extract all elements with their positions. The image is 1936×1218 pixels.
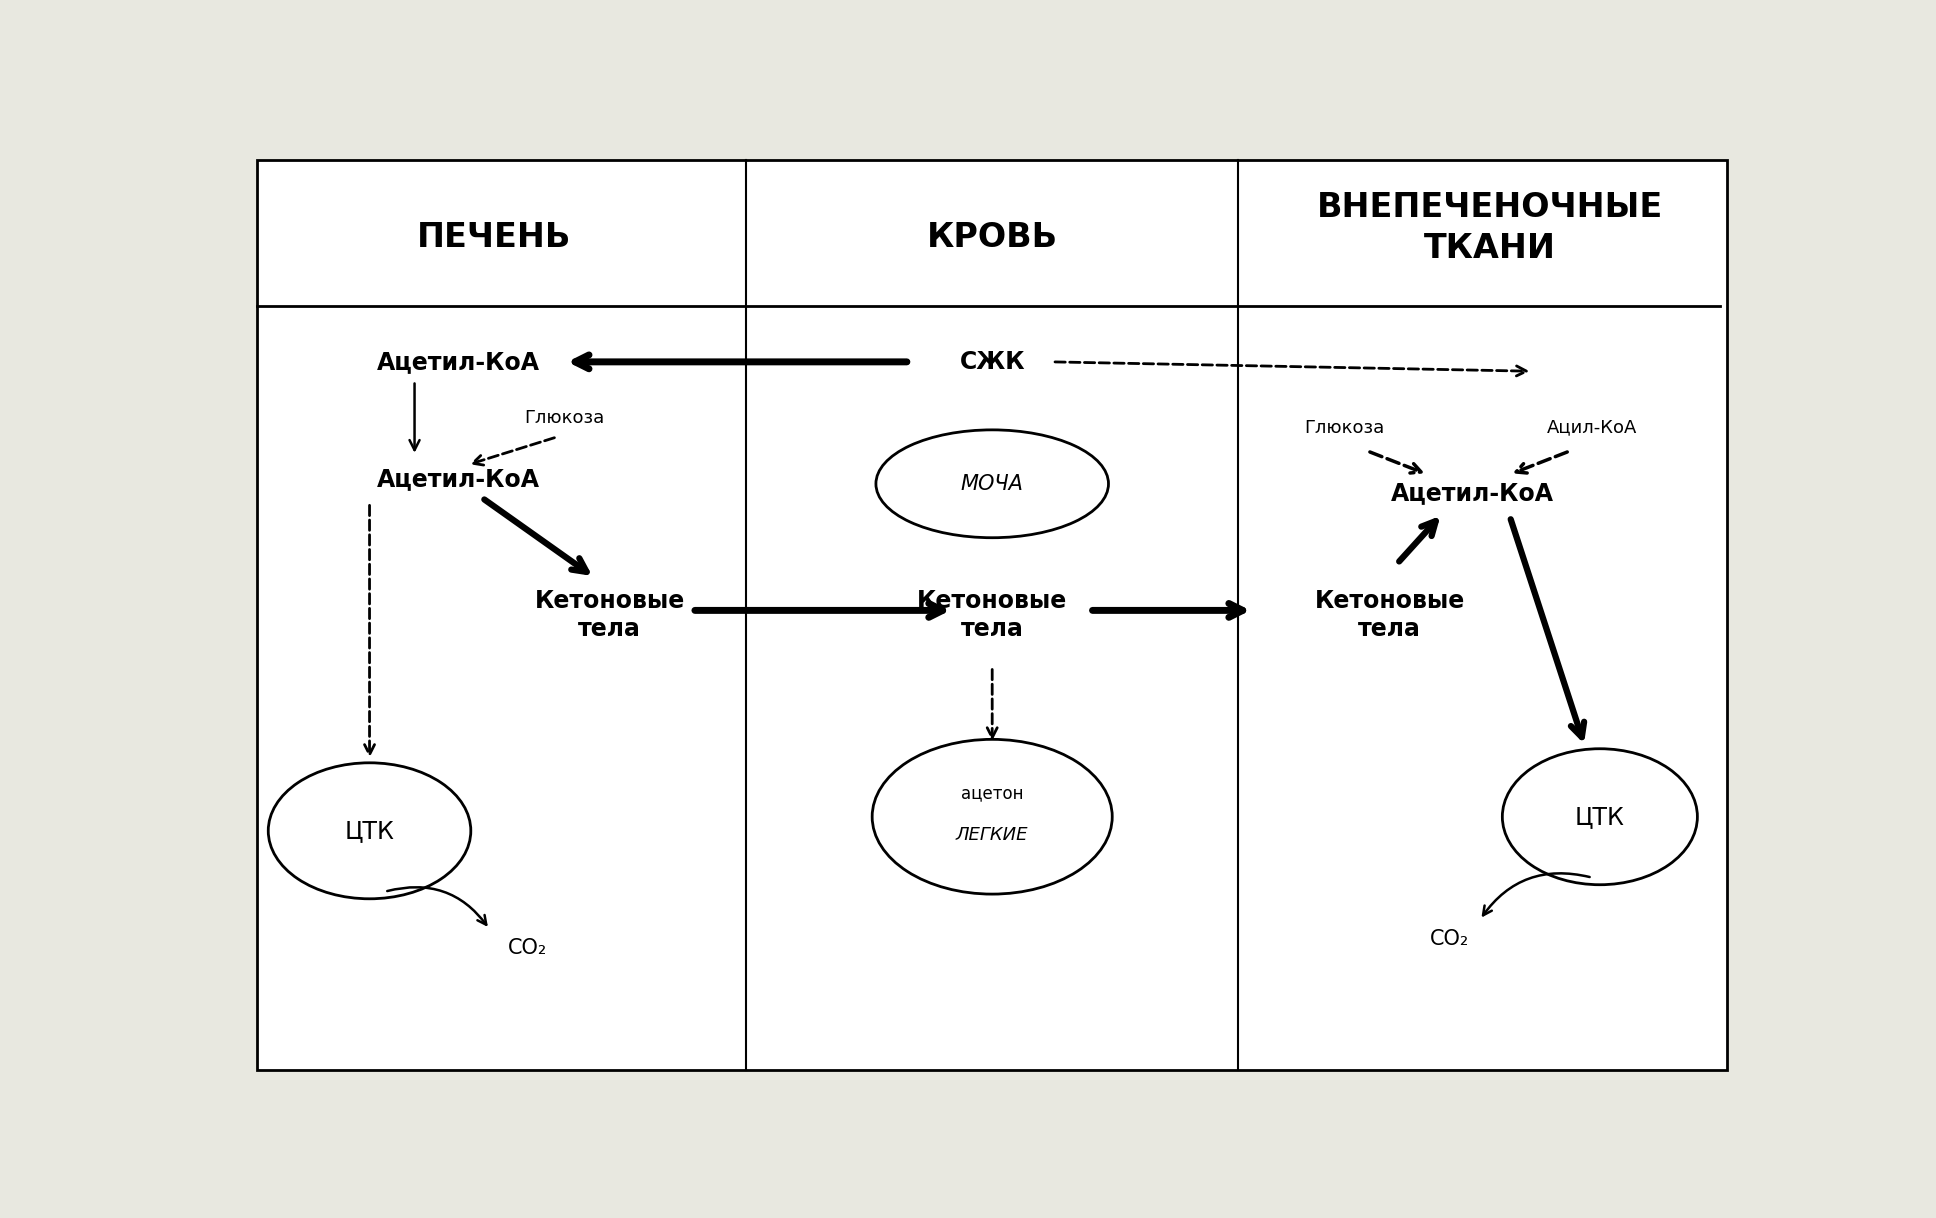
Ellipse shape: [269, 762, 470, 899]
Text: Ацетил-КоА: Ацетил-КоА: [378, 466, 540, 491]
Text: Ацил-КоА: Ацил-КоА: [1547, 419, 1638, 436]
Text: МОЧА: МОЧА: [960, 474, 1024, 493]
Ellipse shape: [871, 739, 1111, 894]
Text: Кетоновые
тела: Кетоновые тела: [918, 590, 1067, 641]
Ellipse shape: [875, 430, 1109, 537]
Text: CO₂: CO₂: [1431, 928, 1469, 949]
Text: Кетоновые
тела: Кетоновые тела: [534, 590, 685, 641]
Text: ацетон: ацетон: [960, 784, 1024, 803]
Text: СЖК: СЖК: [960, 350, 1024, 374]
Text: ВНЕПЕЧЕНОЧНЫЕ
ТКАНИ: ВНЕПЕЧЕНОЧНЫЕ ТКАНИ: [1316, 191, 1663, 266]
Ellipse shape: [1502, 749, 1698, 884]
Text: Ацетил-КоА: Ацетил-КоА: [378, 350, 540, 374]
Text: Кетоновые
тела: Кетоновые тела: [1315, 590, 1466, 641]
Text: Глюкоза: Глюкоза: [525, 409, 604, 428]
Text: ПЕЧЕНЬ: ПЕЧЕНЬ: [416, 222, 571, 255]
Text: Глюкоза: Глюкоза: [1305, 419, 1384, 436]
Text: Ацетил-КоА: Ацетил-КоА: [1390, 481, 1555, 505]
Text: ЦТК: ЦТК: [1574, 805, 1624, 828]
Text: КРОВЬ: КРОВЬ: [927, 222, 1057, 255]
Text: CO₂: CO₂: [507, 938, 546, 959]
Text: ЦТК: ЦТК: [345, 818, 395, 843]
Text: ЛЕГКИЕ: ЛЕГКИЕ: [956, 827, 1028, 844]
